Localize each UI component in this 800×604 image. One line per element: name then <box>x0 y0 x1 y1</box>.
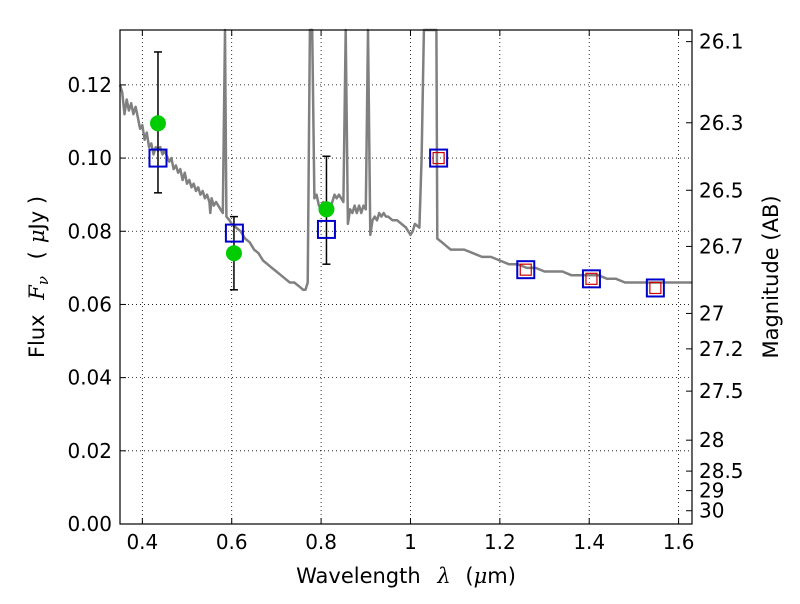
y-axis-label-unit-open: ( <box>25 251 49 259</box>
model-photometry-point-2 <box>316 219 336 239</box>
x-tick-label-6: 1.6 <box>663 530 695 554</box>
observed-points <box>149 115 335 262</box>
model-photometry-point-5 <box>581 269 601 289</box>
y-tick-label-1: 0.02 <box>67 439 112 463</box>
y-axis-label: Flux Fν ( μJy ) <box>25 196 53 358</box>
model-photometry-point-6 <box>645 278 665 298</box>
model-photometry-point-1 <box>224 223 244 243</box>
x-axis-label-unit-mu: μ <box>474 564 488 588</box>
model-photometry-points <box>148 148 665 298</box>
magnitude-tick-label-3: 26.7 <box>699 234 744 258</box>
y-axis-label-symbol: F <box>25 284 49 301</box>
y-axis-label-unit-mu: μ <box>25 229 49 243</box>
model-photometry-point-0 <box>148 148 168 168</box>
plot-frame-background <box>120 30 692 524</box>
y-tick-label-6: 0.12 <box>67 73 112 97</box>
model-photometry-point-4 <box>516 260 536 280</box>
magnitude-tick-label-4: 27 <box>699 301 724 325</box>
observed-point-2 <box>318 201 335 218</box>
model-spectrum <box>118 28 692 292</box>
y-tick-label-2: 0.04 <box>67 366 112 390</box>
y-tick-label-3: 0.06 <box>67 292 112 316</box>
x-tick-label-3: 1 <box>404 530 417 554</box>
y-tick-label-5: 0.10 <box>67 146 112 170</box>
y-axis-ticks: 0.00 0.02 0.04 0.06 0.08 0.10 0.12 <box>67 73 126 536</box>
magnitude-tick-label-10: 30 <box>699 499 724 523</box>
y-tick-label-0: 0.00 <box>67 512 112 536</box>
x-tick-label-4: 1.2 <box>484 530 516 554</box>
upper-photometry-point-1 <box>519 263 532 276</box>
y-axis-label-unit-rest: Jy ) <box>25 196 49 232</box>
upper-photometry-point-0 <box>432 151 445 165</box>
magnitude-tick-label-5: 27.2 <box>699 337 744 361</box>
x-axis-label-text: Wavelength <box>296 564 421 588</box>
y-tick-label-4: 0.08 <box>67 219 112 243</box>
magnitude-tick-label-0: 26.1 <box>699 30 744 54</box>
magnitude-tick-label-7: 28 <box>699 428 724 452</box>
y-axis-label-text: Flux <box>25 314 49 358</box>
upper-photometry-point-2 <box>585 272 598 285</box>
magnitude-tick-label-9: 29 <box>699 479 724 503</box>
x-tick-label-0: 0.4 <box>126 530 158 554</box>
magnitude-tick-label-2: 26.5 <box>699 178 744 202</box>
x-tick-label-5: 1.4 <box>573 530 605 554</box>
x-axis-label-unit-open: ( <box>465 564 473 588</box>
observed-point-1 <box>225 245 242 262</box>
x-axis-label-symbol: λ <box>436 564 450 588</box>
magnitude-tick-label-8: 28.5 <box>699 459 744 483</box>
model-spectrum-line <box>118 28 692 292</box>
model-photometry-point-3 <box>429 148 449 168</box>
magnitude-tick-label-1: 26.3 <box>699 111 744 135</box>
upper-photometry-points <box>432 151 662 295</box>
y-axis-label-subscript: ν <box>34 276 52 285</box>
x-tick-label-1: 0.6 <box>216 530 248 554</box>
upper-photometry-point-3 <box>649 281 662 295</box>
x-tick-label-2: 0.8 <box>305 530 337 554</box>
plot-frame <box>119 29 693 525</box>
magnitude-tick-label-6: 27.5 <box>699 379 744 403</box>
x-axis-label-unit-rest: m) <box>487 564 516 588</box>
observed-point-0 <box>149 115 166 132</box>
x-axis-ticks: 0.4 0.6 0.8 1 1.2 1.4 1.6 <box>126 30 695 554</box>
magnitude-axis-label: Magnitude (AB) <box>759 195 783 358</box>
x-axis-label: Wavelength λ (μm) <box>296 564 516 588</box>
